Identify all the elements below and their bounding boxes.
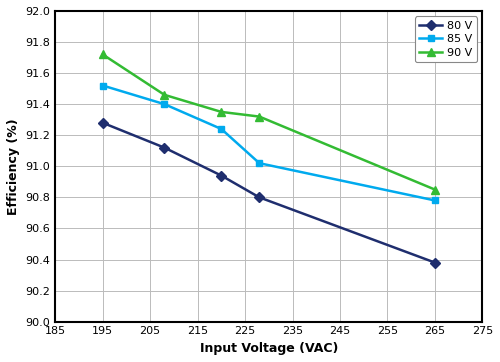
80 V: [100, 121, 105, 125]
X-axis label: Input Voltage (VAC): Input Voltage (VAC): [200, 342, 338, 355]
90 V: [432, 188, 438, 192]
Line: 85 V: 85 V: [99, 82, 438, 204]
Legend: 80 V, 85 V, 90 V: 80 V, 85 V, 90 V: [415, 17, 477, 62]
85 V: [162, 102, 168, 106]
85 V: [218, 127, 224, 131]
85 V: [432, 198, 438, 203]
90 V: [162, 93, 168, 97]
80 V: [432, 260, 438, 265]
80 V: [256, 195, 262, 199]
90 V: [256, 114, 262, 119]
Line: 90 V: 90 V: [98, 50, 439, 194]
85 V: [100, 83, 105, 88]
Line: 80 V: 80 V: [99, 119, 438, 266]
90 V: [100, 52, 105, 56]
80 V: [162, 146, 168, 150]
85 V: [256, 161, 262, 165]
80 V: [218, 173, 224, 178]
Y-axis label: Efficiency (%): Efficiency (%): [7, 118, 20, 215]
90 V: [218, 110, 224, 114]
